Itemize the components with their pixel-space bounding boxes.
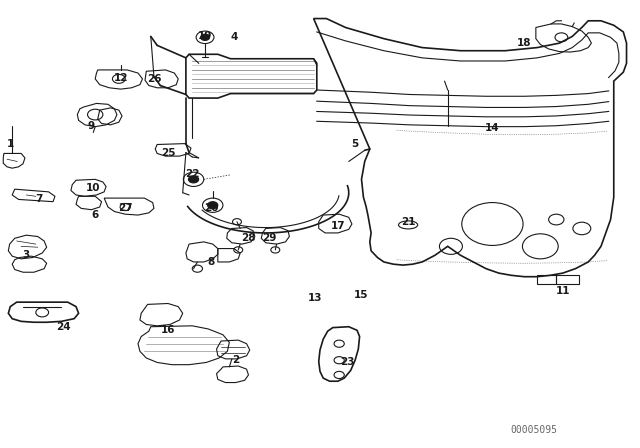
Text: 6: 6 (92, 210, 99, 220)
Text: 16: 16 (161, 325, 175, 335)
Text: 20: 20 (204, 203, 219, 213)
Text: 26: 26 (147, 74, 161, 84)
Text: 11: 11 (556, 286, 570, 296)
Text: 24: 24 (56, 322, 70, 332)
Text: 8: 8 (208, 257, 215, 267)
Text: 14: 14 (485, 123, 500, 133)
Text: 10: 10 (86, 183, 100, 193)
Text: 3: 3 (22, 250, 30, 260)
Text: 1: 1 (7, 138, 15, 149)
Text: 23: 23 (340, 358, 355, 367)
Circle shape (188, 176, 198, 183)
Text: 2: 2 (232, 355, 239, 365)
Circle shape (200, 34, 209, 40)
Text: 25: 25 (161, 147, 175, 158)
Text: 28: 28 (241, 233, 256, 243)
Text: 15: 15 (355, 290, 369, 301)
Text: 9: 9 (88, 121, 95, 131)
Text: 17: 17 (331, 221, 345, 231)
Circle shape (207, 202, 218, 209)
Text: 19: 19 (198, 31, 212, 41)
Text: 29: 29 (262, 233, 276, 243)
Text: 7: 7 (35, 194, 43, 204)
Text: 12: 12 (113, 73, 128, 82)
Text: 18: 18 (517, 38, 532, 48)
Text: 21: 21 (401, 217, 415, 227)
Text: 00005095: 00005095 (511, 425, 557, 435)
Text: 4: 4 (230, 32, 237, 42)
Text: 27: 27 (118, 203, 133, 213)
Text: 13: 13 (308, 293, 322, 303)
Text: 5: 5 (351, 138, 359, 149)
Text: 22: 22 (185, 169, 200, 179)
